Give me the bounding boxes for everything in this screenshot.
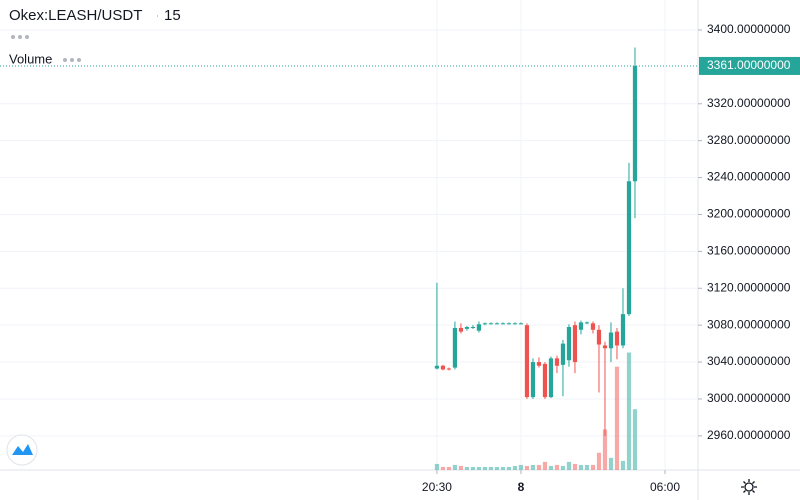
y-tick-label: 3120.00000000: [707, 280, 791, 294]
volume-bar: [596, 452, 602, 470]
y-tick-label: 3080.00000000: [707, 317, 791, 331]
candle-body: [476, 324, 482, 331]
volume-bar: [500, 466, 506, 470]
x-tick-label: 8: [518, 480, 525, 494]
x-tick-label: 20:30: [422, 480, 452, 494]
candle-body: [434, 365, 440, 369]
candle-body: [440, 365, 446, 370]
y-tick-label: 3320.00000000: [707, 96, 791, 110]
volume-bar: [434, 463, 440, 470]
volume-dots[interactable]: [63, 58, 81, 62]
grid: [0, 0, 698, 470]
candle-body: [524, 325, 530, 398]
candle-body: [506, 323, 512, 325]
volume-bar: [626, 352, 632, 470]
volume-bar: [488, 466, 494, 470]
candle-body: [554, 358, 560, 366]
candle-body: [446, 368, 452, 370]
candle-body: [488, 323, 494, 325]
interval[interactable]: 15: [164, 7, 181, 24]
candle-body: [560, 343, 566, 365]
candle-body: [620, 314, 626, 346]
candle-body: [518, 323, 524, 325]
candle-body: [626, 181, 632, 315]
candle-body: [602, 345, 608, 349]
candle-body: [512, 323, 518, 325]
candle-body: [452, 327, 458, 368]
volume-bar: [518, 464, 524, 470]
volume-bar: [590, 464, 596, 470]
candle-body: [614, 331, 620, 346]
volume-bar: [506, 466, 512, 470]
volume-bar: [584, 464, 590, 470]
volume-bar: [620, 460, 626, 470]
candle-body: [578, 322, 584, 330]
volume-bar: [530, 464, 536, 470]
volume-bar: [548, 465, 554, 470]
y-tick-label: 3160.00000000: [707, 244, 791, 258]
axes: 2960.00000000 3000.00000000 3040.00000000 3…: [0, 22, 800, 494]
volume-bar: [560, 465, 566, 470]
symbol-title[interactable]: Okex:LEASH/USDT: [9, 7, 142, 24]
candle-body: [458, 327, 464, 332]
candle-body: [608, 332, 614, 349]
volume-bar: [440, 466, 446, 470]
volume-bar: [536, 464, 542, 470]
last-price-box: [699, 56, 800, 75]
y-tick-label: 3040.00000000: [707, 354, 791, 368]
volume-bar: [476, 466, 482, 470]
candle-body: [500, 323, 506, 325]
volume-bar: [482, 466, 488, 470]
y-tick-label: 3000.00000000: [707, 391, 791, 405]
last-price-label: 3361.00000000: [707, 58, 791, 72]
candle-body: [596, 329, 602, 345]
candle-body: [536, 362, 542, 366]
y-tick-label: 3280.00000000: [707, 133, 791, 147]
volume-bar: [602, 429, 608, 470]
volume-bar: [464, 466, 470, 470]
candle-body: [482, 323, 488, 325]
candle-body: [530, 362, 536, 398]
y-tick-label: 2960.00000000: [707, 428, 791, 442]
separator: ·: [156, 10, 159, 20]
x-tick-label: 06:00: [650, 480, 680, 494]
settings-icon[interactable]: [741, 479, 757, 495]
volume-bar: [452, 464, 458, 470]
candle-body: [548, 358, 554, 398]
volume-bar: [494, 466, 500, 470]
volume-bar: [554, 464, 560, 470]
y-tick-label: 3240.00000000: [707, 170, 791, 184]
volume-pane: [434, 352, 638, 470]
candles: [434, 47, 638, 436]
candle-body: [572, 325, 578, 363]
volume-label: Volume: [9, 51, 52, 66]
volume-bar: [446, 466, 452, 470]
volume-bar: [470, 466, 476, 470]
candle-body: [632, 65, 638, 182]
y-tick-label: 3400.00000000: [707, 22, 791, 36]
volume-bar: [542, 461, 548, 470]
y-tick-label: 3200.00000000: [707, 207, 791, 221]
more-dots[interactable]: [11, 35, 29, 39]
volume-bar: [608, 457, 614, 470]
volume-bar: [512, 465, 518, 470]
candle-body: [566, 327, 572, 361]
candle-body: [464, 327, 470, 329]
candle-body: [470, 327, 476, 329]
volume-bar: [632, 409, 638, 470]
candle-body: [494, 323, 500, 325]
volume-bar: [524, 465, 530, 470]
volume-bar: [572, 463, 578, 470]
candle-body: [584, 322, 590, 324]
volume-bar: [614, 366, 620, 470]
logo[interactable]: [6, 434, 38, 466]
candle-body: [590, 323, 596, 330]
volume-bar: [458, 465, 464, 470]
volume-bar: [566, 461, 572, 470]
candle-body: [542, 363, 548, 398]
volume-bar: [578, 464, 584, 470]
